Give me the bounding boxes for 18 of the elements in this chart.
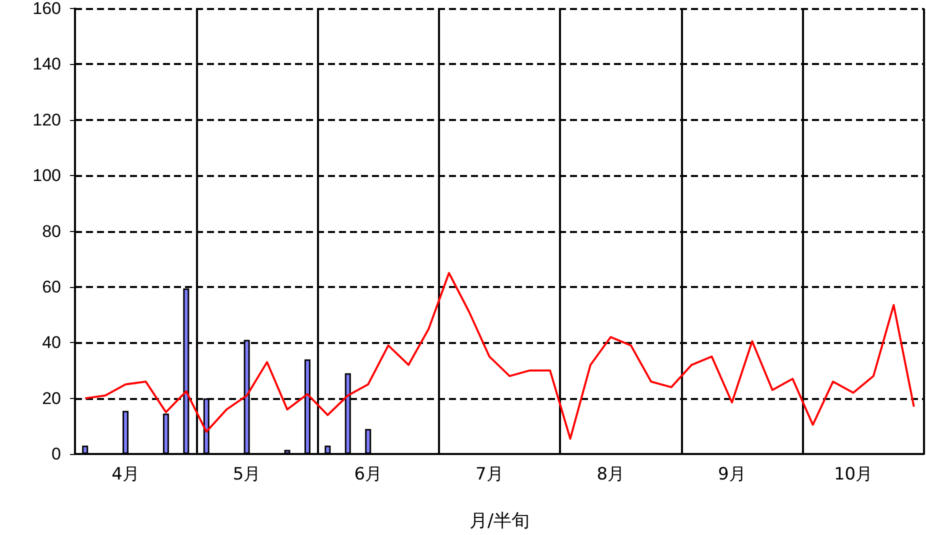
x-tick-label: 6月 (354, 464, 382, 484)
y-tick-label: 0 (52, 444, 61, 464)
y-tick-label: 120 (32, 110, 61, 130)
x-tick-label: 7月 (475, 464, 504, 484)
x-tick-label: 5月 (232, 464, 261, 484)
y-tick-label: 100 (32, 166, 61, 186)
x-tick-label: 4月 (112, 464, 140, 484)
y-tick-label: 140 (32, 54, 61, 74)
x-tick-label: 9月 (718, 464, 746, 484)
y-tick-label: 80 (42, 222, 61, 241)
y-tick-label: 20 (42, 388, 61, 408)
y-tick-label: 40 (42, 333, 61, 352)
y-tick-label: 60 (42, 277, 61, 296)
line-series (84, 272, 915, 440)
y-tick-label: 160 (32, 0, 61, 18)
x-tick-label: 8月 (596, 464, 625, 484)
x-axis-title: 月/半旬 (469, 510, 530, 532)
x-tick-label: 10月 (834, 464, 873, 484)
